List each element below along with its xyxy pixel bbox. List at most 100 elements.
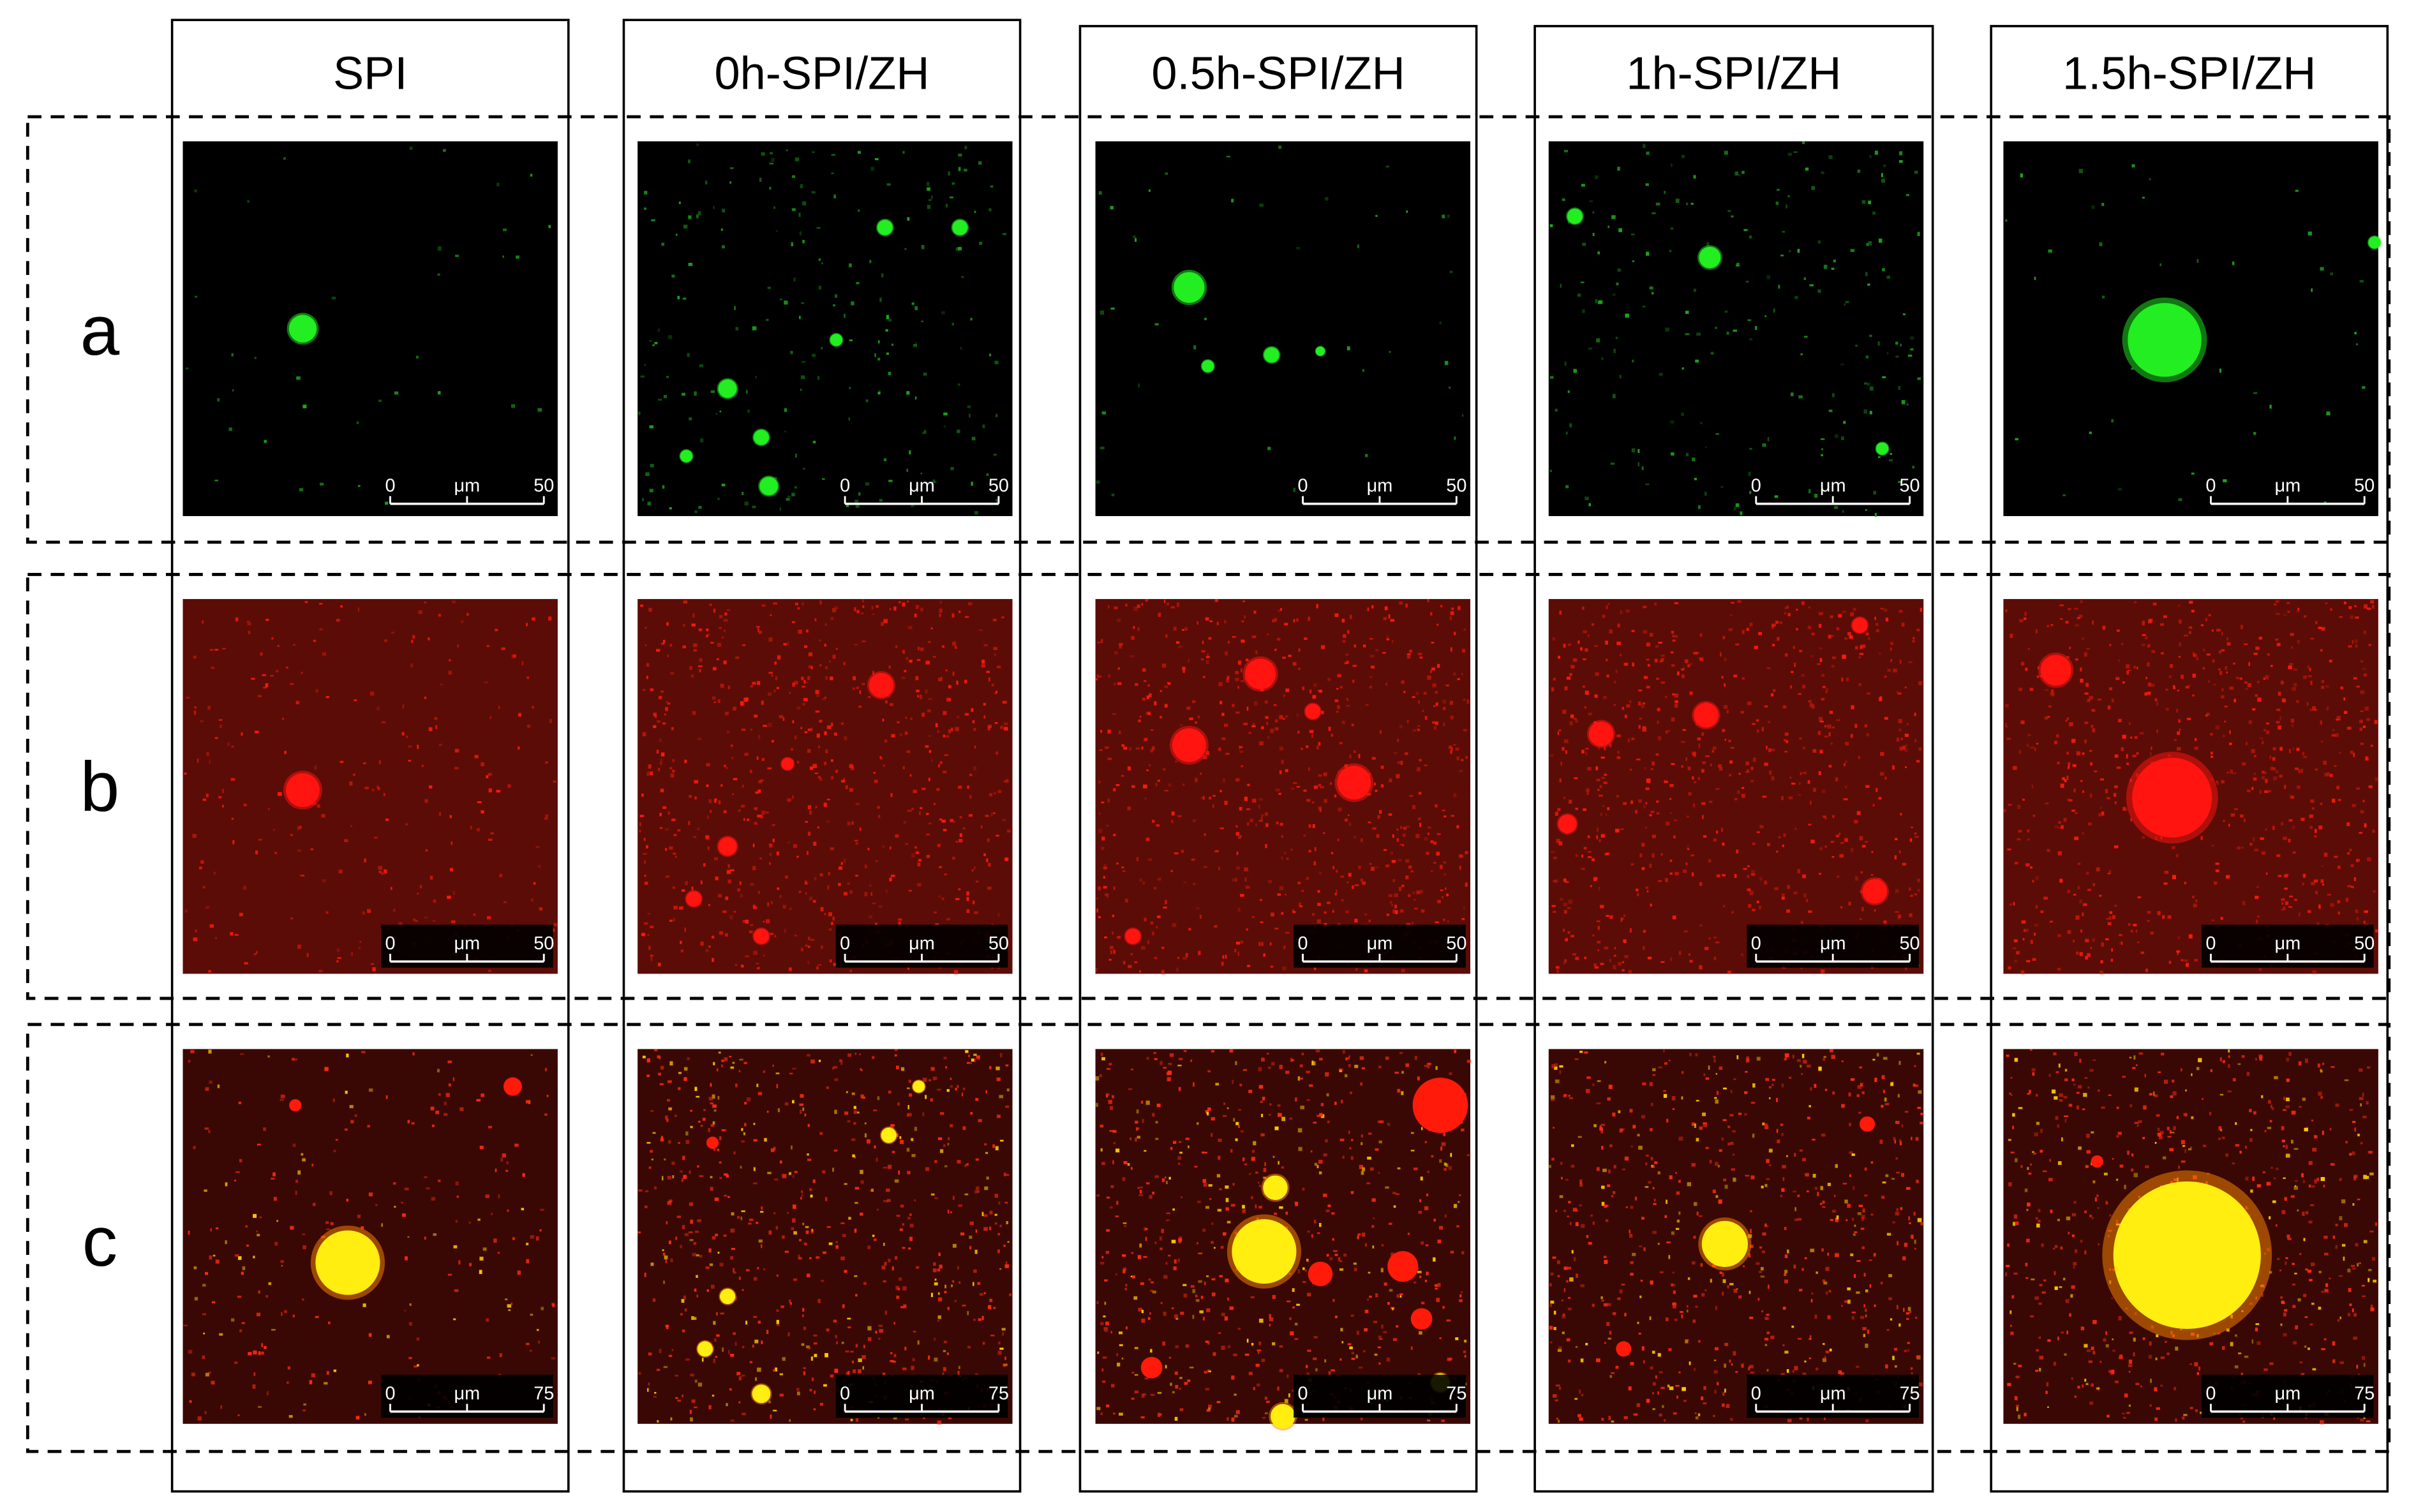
speckle <box>2114 785 2118 789</box>
speckle <box>234 933 239 936</box>
speckle <box>2107 705 2111 710</box>
speckle <box>1386 913 1390 916</box>
speckle <box>1844 303 1846 306</box>
speckle <box>987 726 990 730</box>
speckle <box>952 856 955 860</box>
speckle <box>2141 644 2145 646</box>
speckle <box>727 864 730 868</box>
speckle <box>1747 888 1751 891</box>
speckle <box>261 1343 263 1347</box>
speckle <box>914 342 917 344</box>
speckle <box>957 1160 961 1164</box>
speckle <box>1313 1122 1317 1124</box>
speckle <box>800 727 803 729</box>
speckle <box>2291 796 2294 799</box>
speckle <box>452 891 455 895</box>
speckle <box>1641 466 1644 470</box>
speckle <box>278 792 282 796</box>
speckle <box>1225 1207 1229 1211</box>
speckle <box>1586 790 1589 796</box>
speckle <box>190 1049 195 1053</box>
speckle <box>947 1210 950 1214</box>
speckle <box>976 1186 980 1190</box>
speckle <box>1237 686 1239 689</box>
blob <box>1852 618 1868 634</box>
speckle <box>287 1381 289 1384</box>
speckle <box>392 1182 396 1185</box>
speckle <box>676 1215 682 1219</box>
speckle <box>957 1370 960 1375</box>
speckle <box>658 399 662 401</box>
speckle <box>1595 175 1599 179</box>
speckle <box>1297 1128 1302 1132</box>
column-header: SPI <box>333 48 407 100</box>
speckle <box>865 482 869 486</box>
speckle <box>849 263 852 267</box>
speckle <box>2221 780 2225 783</box>
speckle <box>1860 918 1862 921</box>
speckle <box>207 1130 211 1133</box>
speckle <box>1194 1166 1198 1168</box>
speckle <box>1432 721 1435 724</box>
blob <box>881 1127 897 1143</box>
speckle <box>1637 893 1639 896</box>
speckle <box>202 1284 206 1287</box>
speckle <box>1144 737 1148 741</box>
speckle <box>217 398 220 402</box>
speckle <box>1391 1252 1394 1257</box>
speckle <box>2258 968 2262 971</box>
speckle <box>1652 761 1655 766</box>
speckle <box>864 892 868 896</box>
speckle <box>644 364 646 367</box>
speckle <box>1214 850 1219 852</box>
speckle <box>1371 866 1375 871</box>
speckle <box>2188 631 2191 634</box>
speckle <box>937 1292 940 1295</box>
speckle <box>847 1120 851 1123</box>
speckle <box>369 692 375 696</box>
speckle <box>722 209 726 213</box>
speckle <box>1253 611 1257 614</box>
speckle <box>666 376 669 378</box>
speckle <box>2193 903 2197 908</box>
speckle <box>1809 702 1813 708</box>
speckle <box>1848 901 1851 906</box>
speckle <box>1226 156 1230 158</box>
speckle <box>194 1296 198 1301</box>
speckle <box>1364 913 1368 915</box>
speckle <box>1406 653 1411 655</box>
speckle <box>1850 612 1854 617</box>
speckle <box>727 1349 730 1354</box>
speckle <box>950 1123 953 1128</box>
speckle <box>711 935 715 939</box>
speckle <box>1392 909 1396 914</box>
speckle <box>648 1166 652 1169</box>
speckle <box>1897 692 1902 695</box>
speckle <box>1672 915 1676 920</box>
speckle <box>1398 887 1402 891</box>
speckle <box>1419 656 1423 659</box>
speckle <box>742 920 747 923</box>
micrograph-background <box>1095 141 1471 516</box>
speckle <box>2083 903 2087 907</box>
speckle <box>723 660 727 665</box>
speckle <box>807 1273 810 1278</box>
speckle <box>834 1109 837 1115</box>
speckle <box>1567 643 1571 646</box>
speckle <box>477 1219 481 1221</box>
speckle <box>644 191 648 195</box>
speckle <box>1218 1155 1221 1160</box>
speckle <box>1594 645 1598 648</box>
speckle <box>970 1111 973 1115</box>
speckle <box>851 821 854 825</box>
speckle <box>789 1072 793 1075</box>
speckle <box>2073 940 2075 943</box>
speckle <box>1298 902 1301 907</box>
speckle <box>2176 854 2179 857</box>
speckle <box>978 1318 981 1321</box>
speckle <box>2205 618 2208 621</box>
speckle <box>804 880 807 885</box>
speckle <box>1371 757 1376 760</box>
speckle <box>798 1257 802 1260</box>
speckle <box>205 1271 209 1275</box>
